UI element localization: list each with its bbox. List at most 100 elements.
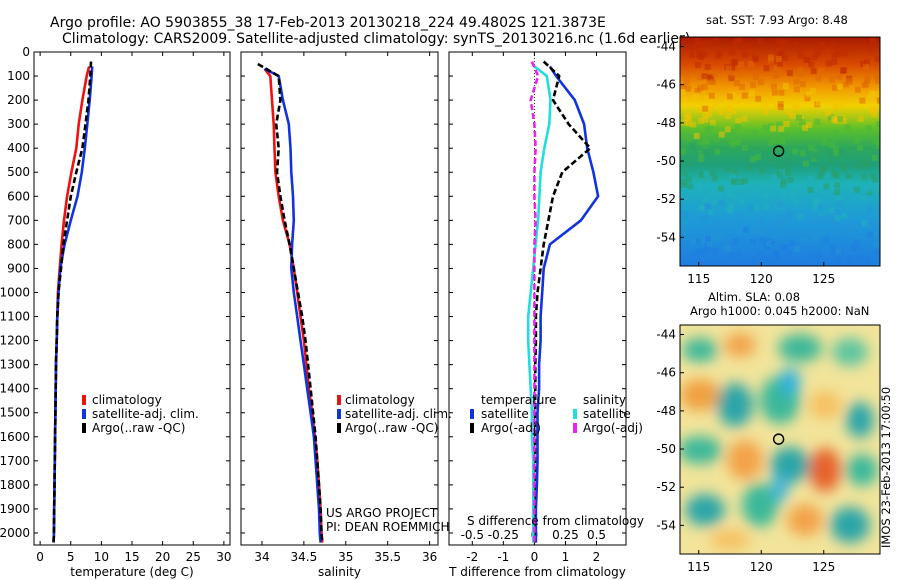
sst-pixel <box>757 79 764 86</box>
sst-pixel <box>797 52 804 59</box>
sst-pixel <box>772 155 778 162</box>
sst-pixel <box>871 154 878 161</box>
sst-pixel <box>690 238 697 245</box>
sla-anomaly <box>809 391 841 419</box>
sst-pixel <box>741 52 748 59</box>
sst-pixel <box>832 129 839 136</box>
legend-swatch-s-satellite <box>573 409 577 419</box>
sst-pixel <box>807 187 814 193</box>
map-frame <box>679 36 881 267</box>
sst-pixel <box>680 261 687 266</box>
map-y-tick-label: -44 <box>656 40 676 54</box>
sst-pixel <box>802 125 808 131</box>
salinity-panel: 34 34.5 35 35.5 36 salinity <box>240 51 439 579</box>
sst-pixel <box>703 149 710 156</box>
sst-pixel <box>863 256 870 263</box>
sst-pixel <box>718 199 725 206</box>
argo-float-marker <box>772 145 785 157</box>
y-tick-label: 1600 <box>0 430 30 444</box>
sst-pixel <box>789 240 796 247</box>
sst-pixel <box>728 48 735 55</box>
sst-pixel <box>742 178 748 184</box>
x-tick-label: 30 <box>216 550 231 564</box>
sla-anomaly <box>830 507 870 543</box>
sst-pixel <box>750 156 756 163</box>
series-line-0 <box>534 65 600 543</box>
sst-pixel <box>759 216 766 223</box>
sst-pixel <box>817 180 824 187</box>
y-tick-label: 200 <box>7 93 30 107</box>
sst-pixel <box>857 254 864 261</box>
sst-pixel <box>831 58 838 65</box>
legend-swatch-s-argo <box>573 423 577 433</box>
legend-label: Argo(-adj) <box>481 421 541 435</box>
sst-pixel <box>684 227 691 234</box>
map-y-tick-label: -48 <box>656 404 676 418</box>
x-tick-label: 35 <box>338 550 353 564</box>
sst-pixel <box>863 59 870 66</box>
map-y-tick-label: -50 <box>656 154 676 168</box>
y-tick-label: 700 <box>7 213 30 227</box>
sst-pixel <box>769 263 776 266</box>
sst-pixel <box>731 168 738 175</box>
sst-pixel <box>819 168 826 175</box>
sst-pixel <box>756 251 763 258</box>
sst-pixel <box>686 135 692 142</box>
sst-pixel <box>797 45 804 52</box>
sst-pixel <box>733 37 740 44</box>
sst-pixel <box>866 205 873 212</box>
legend-label: Argo(-adj) <box>583 421 643 435</box>
plot-frame <box>240 51 439 546</box>
sla-map-title: Altim. SLA: 0.08 <box>708 290 800 304</box>
sla-anomaly <box>724 333 756 357</box>
sst-pixel <box>785 98 792 104</box>
sst-pixel <box>832 84 839 91</box>
sst-pixel <box>689 52 696 58</box>
sst-pixel <box>808 144 815 151</box>
sla-anomaly <box>717 383 753 427</box>
sst-pixel <box>812 204 819 211</box>
sst-pixel <box>877 153 880 160</box>
map-y-tick-label: -44 <box>656 328 676 342</box>
sst-pixel <box>771 258 778 265</box>
sst-pixel <box>855 135 862 142</box>
credit-project: US ARGO PROJECT <box>326 506 438 520</box>
sst-pixel <box>685 176 692 183</box>
sst-pixel <box>811 54 818 61</box>
sst-pixel <box>833 189 840 196</box>
sst-pixel <box>793 86 800 93</box>
sst-pixel <box>741 145 748 152</box>
sst-pixel <box>702 138 709 145</box>
sst-pixel <box>773 254 780 261</box>
sst-map: -44 -46 -48 -50 -52 -54 115 120 125 <box>656 36 881 286</box>
sst-pixel <box>768 57 775 64</box>
sst-pixel <box>749 260 756 266</box>
sst-pixel <box>750 187 757 194</box>
sst-pixel <box>751 129 758 136</box>
sst-pixel <box>867 222 874 229</box>
sst-pixel <box>700 247 707 254</box>
sst-pixel <box>828 157 835 164</box>
sst-pixel <box>775 224 782 231</box>
sst-pixel <box>687 183 694 190</box>
sst-pixel <box>828 141 835 148</box>
legend-swatch-satellite <box>337 409 341 419</box>
sst-pixel <box>832 219 839 226</box>
sst-pixel <box>702 116 709 123</box>
sst-pixel <box>750 238 756 245</box>
y-tick-label: 2000 <box>0 526 30 540</box>
sst-pixel <box>732 58 739 65</box>
map-y-tick-label: -54 <box>656 518 676 532</box>
sst-pixel <box>717 185 724 192</box>
sst-pixel <box>710 190 717 197</box>
sst-pixel <box>762 102 769 109</box>
sst-pixel <box>799 81 806 88</box>
legend-swatch-argo <box>337 423 341 433</box>
sst-pixel <box>689 142 696 149</box>
x-top-tick-label: -0.5 <box>461 528 484 542</box>
sla-anomaly <box>780 368 800 396</box>
sst-pixel <box>685 115 692 121</box>
sst-pixel <box>725 65 732 72</box>
sst-pixel <box>802 160 809 167</box>
sst-pixel <box>812 236 819 243</box>
